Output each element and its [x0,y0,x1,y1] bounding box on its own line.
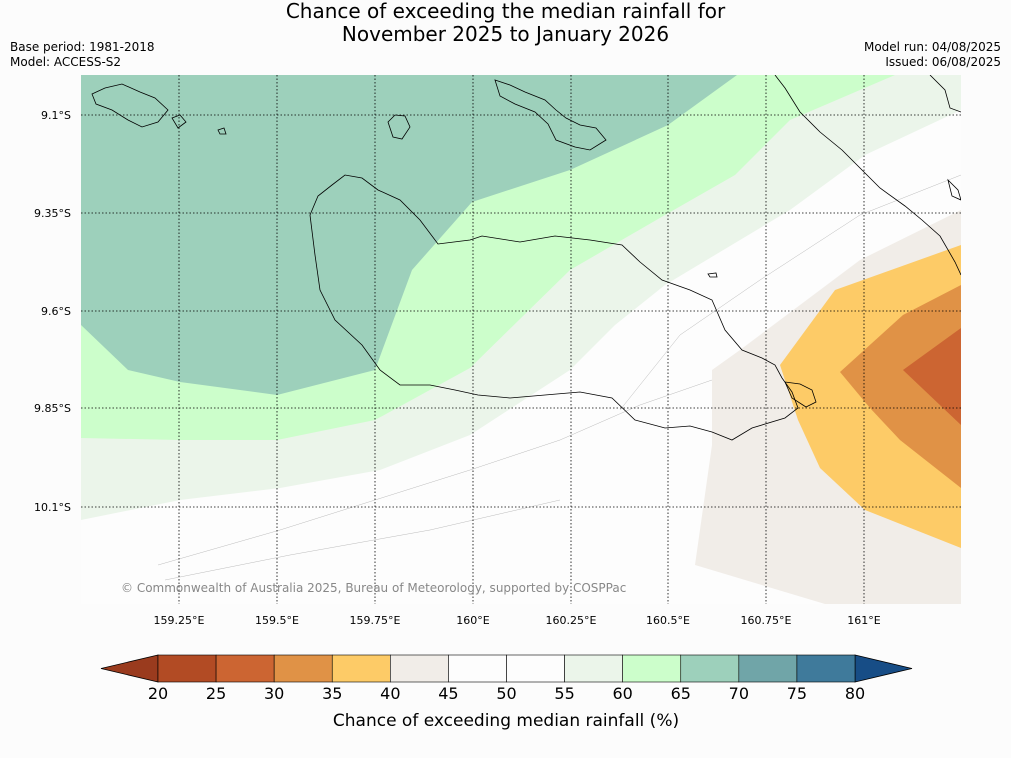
lat-label: 10.1°S [34,501,71,514]
island-small-north [387,114,411,140]
colorbar-segment [564,654,623,683]
base-period-label: Base period: 1981-2018 [10,40,155,54]
malaita-coastline [774,75,961,276]
longitude-labels: 159.25°E 159.5°E 159.75°E 160°E 160.25°E… [154,614,881,627]
coastlines [91,75,961,441]
colorbar-segment [622,654,682,683]
colorbar-segment [390,654,449,683]
colorbar-tick-label: 20 [148,684,168,703]
colorbar-tick-label: 45 [438,684,458,703]
colorbar-segment [738,654,798,683]
islet-central [707,272,718,278]
colorbar-tick-label: 75 [787,684,807,703]
colorbar-tick-label: 30 [264,684,284,703]
lat-label: 9.6°S [41,305,71,318]
meta-left: Base period: 1981-2018 Model: ACCESS-S2 [10,40,155,70]
colorbar-segment [448,654,507,683]
lat-label: 9.1°S [41,109,71,122]
contour-line [157,379,713,566]
title-line-1: Chance of exceeding the median rainfall … [285,0,726,23]
lon-label: 160.5°E [646,614,690,627]
marau-islets [784,381,817,408]
region-65-70 [81,75,737,395]
contour-lines [157,174,961,581]
colorbar-segment [796,654,856,683]
colorbar-tick-label: 70 [729,684,749,703]
nggela-islands [494,79,607,151]
lon-label: 159.5°E [255,614,299,627]
meta-right: Model run: 04/08/2025 Issued: 06/08/2025 [864,40,1001,70]
issued-label: Issued: 06/08/2025 [885,55,1001,69]
latitude-labels: 9.1°S 9.35°S 9.6°S 9.85°S 10.1°S [34,109,71,514]
title-line-2: November 2025 to January 2026 [341,22,670,46]
colorbar-tick-label: 60 [612,684,632,703]
lon-label: 159.25°E [154,614,205,627]
russell-islands [91,83,169,128]
model-label: Model: ACCESS-S2 [10,55,122,69]
probability-regions [81,75,961,604]
colorbar-tick-label: 80 [845,684,865,703]
map-title: Chance of exceeding the median rainfall … [0,0,1011,46]
colorbar-tick-label: 40 [380,684,400,703]
colorbar-title: Chance of exceeding median rainfall (%) [333,711,679,731]
lon-label: 159.75°E [350,614,401,627]
contour-line [619,174,961,411]
guadalcanal-coastline [309,174,799,441]
colorbar-segment [680,654,740,683]
graticule [81,75,961,604]
lon-label: 161°E [847,614,880,627]
model-run-label: Model run: 04/08/2025 [863,40,1001,54]
lat-label: 9.85°S [34,402,71,415]
lon-label: 160.25°E [546,614,597,627]
colorbar-segment [157,654,217,683]
lon-label: 160°E [456,614,489,627]
colorbar-tick-label: 35 [322,684,342,703]
colorbar-tick-label: 50 [496,684,516,703]
colorbar-segment [215,654,275,683]
colorbar: 20 25 30 35 40 45 50 55 60 65 70 75 80 [100,654,913,703]
island-east-edge [929,75,961,113]
colorbar-over-arrow [854,654,913,683]
region-30-35 [840,285,961,488]
lon-label: 160.75°E [741,614,792,627]
colorbar-tick-label: 55 [554,684,574,703]
colorbar-segment [506,654,565,683]
colorbar-tick-label: 25 [206,684,226,703]
colorbar-tick-label: 65 [671,684,691,703]
islet-west [217,127,227,135]
copyright-notice: © Commonwealth of Australia 2025, Bureau… [121,581,626,595]
lat-label: 9.35°S [34,207,71,220]
region-25-30 [903,328,961,425]
colorbar-segment [331,654,391,683]
colorbar-segment [273,654,333,683]
island-east-small [947,178,961,201]
contour-line [164,499,561,581]
colorbar-under-arrow [100,654,159,683]
island-small-west [171,114,187,129]
